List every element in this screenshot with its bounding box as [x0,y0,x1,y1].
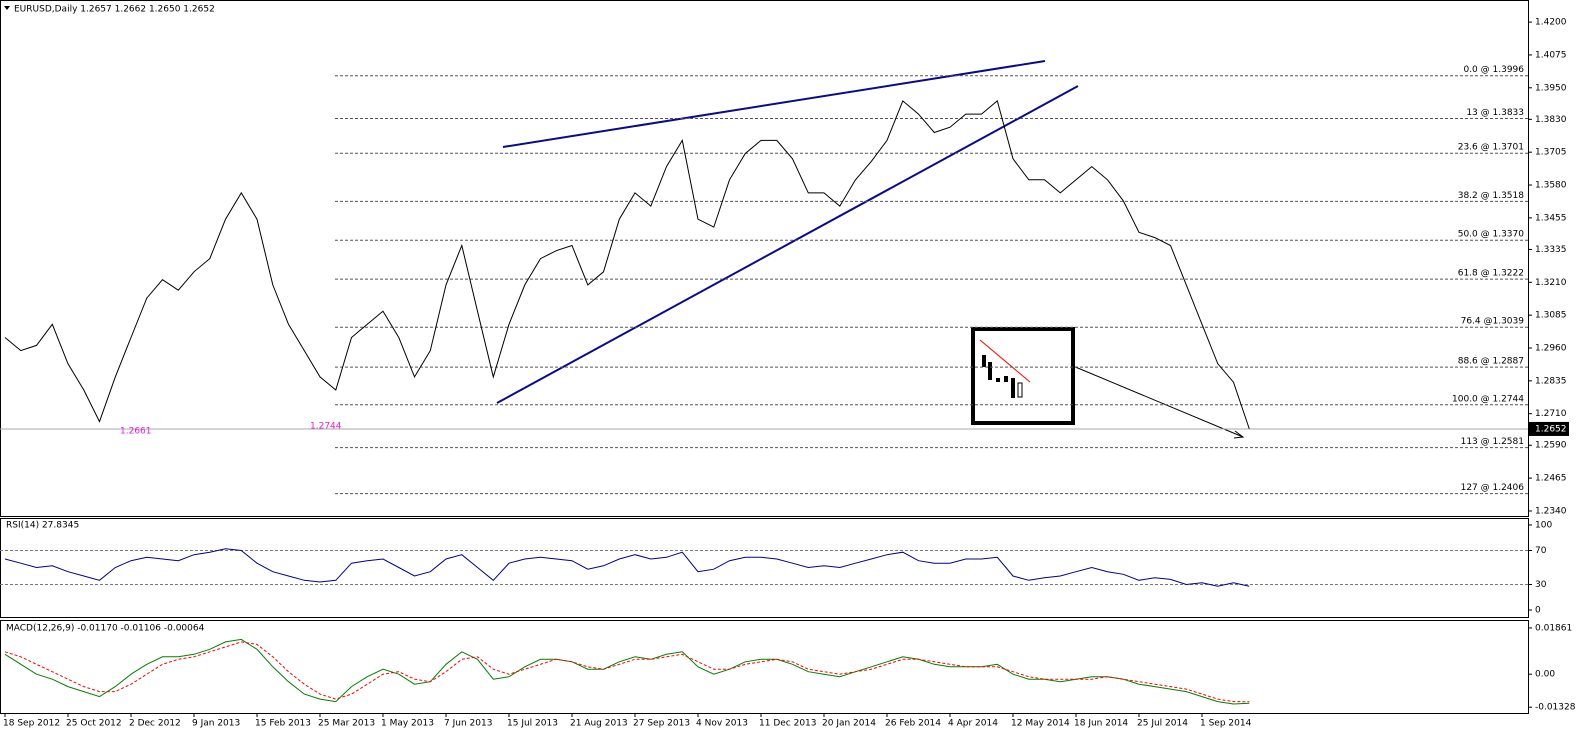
y-tick-label: 0 [1535,606,1541,616]
inset [971,327,1245,439]
macd-title: MACD(12,26,9) -0.01170 -0.01106 -0.00064 [6,624,205,634]
x-tick-label: 15 Jul 2013 [507,719,558,729]
y-tick-label: 100 [1535,520,1552,530]
fib-label: 13 @ 1.3833 [1466,108,1524,118]
rsi-line [4,548,1250,587]
y-tick-label: 1.2960 [1535,343,1567,353]
fib-label: 50.0 @ 1.3370 [1458,230,1525,240]
y-tick-label: 1.2710 [1535,409,1567,419]
x-tick-label: 2 Dec 2012 [129,719,181,729]
y-tick-label: 1.4200 [1535,18,1567,28]
y-tick-label: 1.3335 [1535,245,1567,255]
inset-candle [988,362,992,380]
y-tick-label: 1.3455 [1535,213,1567,223]
y-tick-label: 1.3705 [1535,148,1567,158]
macd-line [4,638,1250,705]
x-tick-label: 11 Dec 2013 [759,719,817,729]
fib-label: 38.2 @ 1.3518 [1458,191,1525,201]
x-tick-label: 27 Sep 2013 [633,719,690,729]
arrow [1072,365,1244,438]
x-tick-label: 12 May 2014 [1011,719,1070,729]
trendlines [496,60,1079,404]
price-line [4,100,1250,430]
y-tick-label: 0.00 [1535,670,1555,680]
x-tick-label: 9 Jan 2013 [192,719,240,729]
x-tick-label: 1 May 2013 [381,719,434,729]
lower-trendline [496,85,1079,404]
y-tick-label: 1.2340 [1535,506,1567,516]
upper-trendline [502,60,1046,148]
fib-label: 100.0 @ 1.2744 [1452,394,1524,404]
y-tick-label: 1.3950 [1535,83,1567,93]
y-tick-label: 70 [1535,546,1547,556]
inset-candle [982,355,986,367]
x-tick-label: 4 Apr 2014 [948,719,998,729]
x-tick-label: 18 Sep 2012 [3,719,60,729]
annotation: 1.2661 [120,427,152,437]
x-tick-label: 26 Feb 2014 [885,719,941,729]
fib-label: 76.4 @1.3039 [1461,317,1525,327]
chart-title: EURUSD,Daily 1.2657 1.2662 1.2650 1.2652 [14,5,215,15]
y-tick-label: -0.01328 [1535,703,1576,713]
x-tick-label: 4 Nov 2013 [696,719,748,729]
rsi-panel [0,518,1529,618]
price-panel [0,0,1529,517]
macd-panel [0,620,1529,714]
current-price-box [1529,421,1569,436]
inset-candle [1011,378,1015,398]
fib-label: 88.6 @ 1.2887 [1458,357,1524,367]
inset-candle [996,378,1000,382]
fib-label: 113 @ 1.2581 [1461,437,1524,447]
inset-candle [1017,382,1023,398]
annotation: 1.2744 [310,422,342,432]
macd-line [4,641,1250,703]
fib-label: 61.8 @ 1.3222 [1458,269,1524,279]
fib-label: 0.0 @ 1.3996 [1463,65,1524,75]
y-tick-label: 1.2465 [1535,474,1567,484]
rsi-title: RSI(14) 27.8345 [6,521,79,531]
inset-ma [979,339,1031,383]
y-tick-label: 1.3830 [1535,115,1567,125]
x-tick-label: 18 Jun 2014 [1074,719,1128,729]
y-tick-label: 1.3210 [1535,278,1567,288]
x-tick-label: 25 Mar 2013 [318,719,375,729]
x-tick-label: 7 Jun 2013 [444,719,492,729]
y-tick-label: 1.2590 [1535,441,1567,451]
inset-candle [1004,376,1008,382]
x-tick-label: 21 Aug 2013 [570,719,628,729]
current-price-label: 1.2652 [1535,424,1567,434]
x-tick-label: 25 Oct 2012 [66,719,122,729]
y-tick-label: 1.3580 [1535,181,1567,191]
y-tick-label: 1.2835 [1535,376,1567,386]
x-tick-label: 25 Jul 2014 [1137,719,1188,729]
x-tick-label: 1 Sep 2014 [1200,719,1252,729]
y-tick-label: 30 [1535,580,1547,590]
y-tick-label: 1.4075 [1535,50,1567,60]
fib-label: 23.6 @ 1.3701 [1458,143,1524,153]
y-tick-label: 1.3085 [1535,311,1567,321]
x-tick-label: 20 Jan 2014 [822,719,876,729]
menu-arrow [4,6,10,10]
fib-label: 127 @ 1.2406 [1461,483,1525,493]
x-tick-label: 15 Feb 2013 [255,719,311,729]
arrow-head [1233,430,1245,439]
y-tick-label: 0.01861 [1535,623,1572,633]
